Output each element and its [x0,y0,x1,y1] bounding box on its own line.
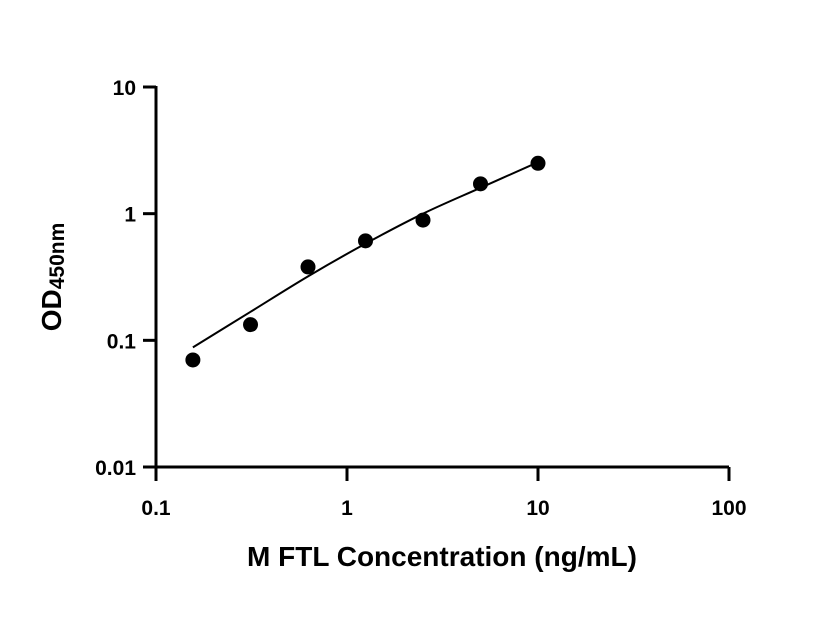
y-tick-label: 0.1 [107,330,137,353]
x-ticks: 0.1 1 10 100 [141,467,747,520]
fit-curve [192,161,539,349]
y-tick-label: 0.01 [95,457,136,480]
y-ticks: 0.01 0.1 1 10 [95,77,156,480]
x-tick-label: 1 [341,497,353,520]
y-axis: 0.01 0.1 1 10 [95,77,158,480]
data-point [415,212,431,228]
x-axis-title: M FTL Concentration (ng/mL) [247,541,637,572]
x-tick-label: 10 [526,497,549,520]
y-tick-label: 1 [124,204,136,227]
x-tick-label: 100 [711,497,746,520]
data-point [185,352,201,368]
x-axis: 0.1 1 10 100 [141,465,747,520]
y-axis-title-sub: 450nm [46,223,69,290]
data-point [473,176,489,192]
data-point [530,155,546,171]
data-point [243,317,259,333]
x-tick-label: 0.1 [141,497,171,520]
y-tick-label: 10 [113,77,136,100]
data-points [185,155,546,368]
y-axis-title-main: OD [36,289,67,331]
data-point [300,259,316,275]
y-axis-title: OD450nm [36,223,69,332]
data-point [358,233,374,249]
